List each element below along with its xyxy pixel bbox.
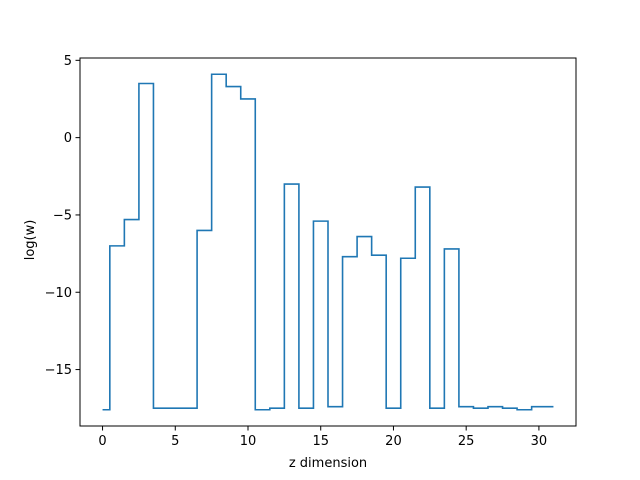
y-axis-label: log(w) [23, 220, 38, 261]
y-tick-label: 5 [64, 54, 72, 69]
y-tick-label: −15 [45, 363, 72, 378]
y-tick-label: 0 [64, 131, 72, 146]
series-line [102, 73, 554, 411]
plot-frame [79, 57, 577, 427]
x-tick-label: 20 [385, 434, 402, 449]
y-tick-label: −10 [45, 286, 72, 301]
x-axis-label: z dimension [289, 456, 367, 471]
x-axis-ticks: 0 5 10 15 20 25 30 [98, 426, 547, 449]
x-tick-label: 15 [312, 434, 329, 449]
x-tick-label: 30 [531, 434, 548, 449]
x-tick-label: 10 [240, 434, 257, 449]
x-tick-label: 0 [98, 434, 106, 449]
y-axis-ticks: 5 0 −5 −10 −15 [45, 54, 80, 378]
x-tick-label: 25 [458, 434, 475, 449]
series-layer [102, 73, 554, 411]
y-tick-label: −5 [53, 208, 72, 223]
x-tick-label: 5 [171, 434, 179, 449]
